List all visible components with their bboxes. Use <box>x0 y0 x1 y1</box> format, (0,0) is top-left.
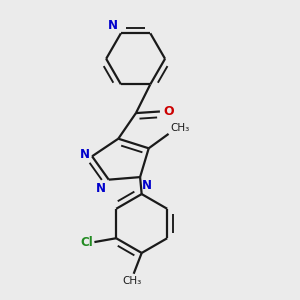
Text: N: N <box>108 19 118 32</box>
Text: CH₃: CH₃ <box>170 123 189 133</box>
Text: N: N <box>80 148 89 161</box>
Text: CH₃: CH₃ <box>122 276 142 286</box>
Text: N: N <box>96 182 106 195</box>
Text: O: O <box>164 105 174 118</box>
Text: N: N <box>142 179 152 192</box>
Text: Cl: Cl <box>80 236 93 249</box>
